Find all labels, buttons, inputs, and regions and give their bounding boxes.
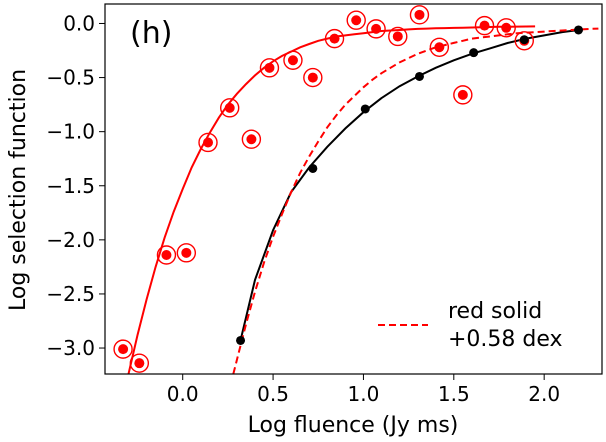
y-tick-label: 0.0	[63, 11, 95, 35]
x-axis-label: Log fluence (Jy ms)	[248, 413, 459, 438]
red-data-point	[224, 102, 235, 113]
y-axis: 0.0 −0.5 −1.0 −1.5 −2.0 −2.5 −3.0	[46, 11, 105, 360]
y-tick-label: −0.5	[46, 66, 95, 90]
black-data-point	[360, 104, 370, 114]
red-data-point-ring	[259, 58, 280, 78]
red-data-point	[392, 31, 403, 42]
red-data-point-ring	[303, 67, 323, 88]
red-data-point-ring	[176, 243, 197, 263]
black-data-point	[308, 163, 318, 173]
y-axis-label: Log selection function	[6, 69, 31, 311]
y-tick-label: −2.5	[46, 282, 95, 306]
red-data-point-ring	[198, 132, 218, 153]
red-data-point	[414, 9, 425, 20]
red-data-point	[161, 249, 172, 260]
black-data-point	[469, 48, 479, 58]
red-data-point-ring	[388, 26, 408, 47]
y-tick-label: −2.0	[46, 228, 95, 252]
black-data-point	[414, 71, 424, 81]
red-data-point-ring	[346, 10, 366, 30]
red-data-point-ring	[220, 98, 240, 118]
black-data-point	[236, 335, 246, 345]
red-data-point	[264, 62, 275, 73]
red-data-point-ring	[324, 28, 345, 49]
red-data-point	[501, 22, 512, 33]
legend-text-line-2: +0.58 dex	[448, 327, 563, 352]
red-data-point-ring	[283, 50, 303, 70]
plot-frame	[104, 3, 603, 375]
red-data-point	[329, 33, 340, 44]
red-data-point-ring	[453, 85, 473, 105]
red-data-point-ring	[129, 353, 150, 373]
x-tick-label: 1.0	[348, 382, 380, 406]
red-data-point	[118, 344, 129, 355]
red-dashed-curve	[232, 27, 599, 374]
x-tick-label: 2.0	[528, 382, 560, 406]
red-data-point-ring	[156, 245, 177, 265]
black-solid-curve	[239, 29, 579, 341]
panel-label: (h)	[130, 16, 172, 51]
red-data-point-ring	[113, 339, 133, 359]
y-tick-label: −1.5	[46, 174, 95, 198]
red-data-point	[479, 20, 490, 31]
legend-text-line-1: red solid	[448, 299, 542, 324]
black-data-point	[574, 25, 584, 35]
y-tick-label: −3.0	[46, 336, 95, 360]
x-tick-label: 0.0	[167, 382, 199, 406]
red-data-point-ring	[241, 129, 262, 149]
red-data-point	[307, 72, 318, 83]
red-data-point	[371, 23, 382, 34]
red-data-point-ring	[366, 19, 386, 39]
red-data-point	[351, 15, 362, 26]
y-tick-label: −1.0	[46, 120, 95, 144]
red-data-point	[287, 55, 298, 66]
red-data-point	[246, 134, 257, 145]
red-data-point	[434, 42, 445, 53]
black-data-point	[519, 35, 529, 45]
point-layer	[113, 5, 584, 373]
red-data-point-ring	[496, 18, 516, 38]
red-data-point-ring	[514, 31, 534, 51]
red-data-point-ring	[474, 15, 495, 36]
x-tick-label: 0.5	[257, 382, 289, 406]
red-data-point	[457, 89, 468, 100]
red-data-point	[181, 247, 192, 258]
x-axis: 0.0 0.5 1.0 1.5 2.0	[167, 374, 560, 406]
red-data-point-ring	[429, 37, 450, 57]
red-data-point	[203, 137, 214, 148]
red-data-point-ring	[409, 5, 430, 25]
x-tick-label: 1.5	[438, 382, 470, 406]
red-data-point	[134, 358, 145, 369]
legend: red solid +0.58 dex	[378, 299, 563, 352]
